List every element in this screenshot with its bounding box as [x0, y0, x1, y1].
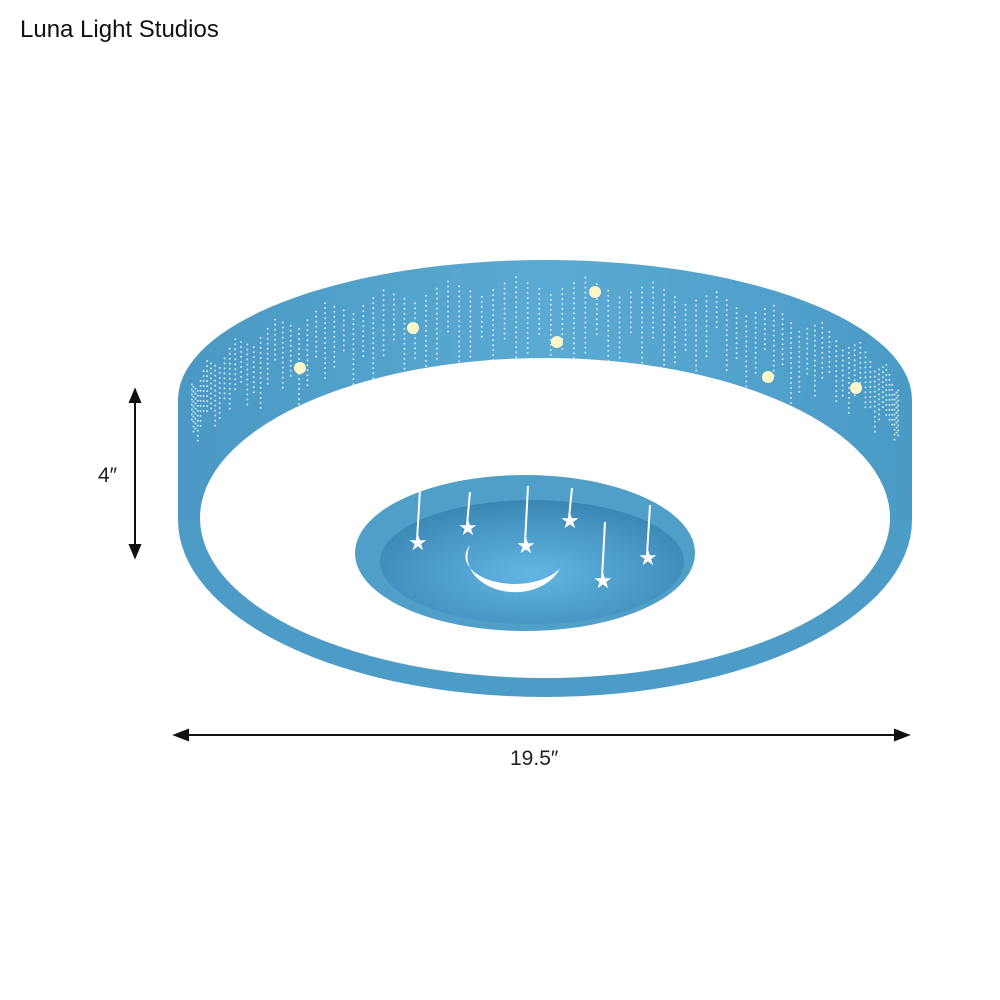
star-icon: ★: [408, 530, 428, 555]
light-sparkle: [551, 336, 563, 348]
light-sparkle: [407, 322, 419, 334]
height-label: 4″: [98, 464, 118, 487]
light-sparkle: [294, 362, 306, 374]
moon-icon: [465, 545, 560, 593]
width-label: 19.5″: [510, 747, 559, 770]
star-icon: ★: [516, 533, 536, 558]
light-sparkle: [850, 382, 862, 394]
star-icon: ★: [638, 545, 658, 570]
height-dimension-arrow: [128, 387, 142, 560]
star-icon: ★: [458, 515, 478, 540]
brand-name: Luna Light Studios: [20, 16, 219, 43]
light-sparkle: [589, 286, 601, 298]
star-icon: ★: [560, 508, 580, 533]
width-dimension-arrow: [172, 728, 911, 742]
ceiling-lamp: ★ ★ ★ ★ ★ ★: [178, 260, 912, 697]
light-sparkle: [762, 371, 774, 383]
star-icon: ★: [593, 568, 613, 593]
